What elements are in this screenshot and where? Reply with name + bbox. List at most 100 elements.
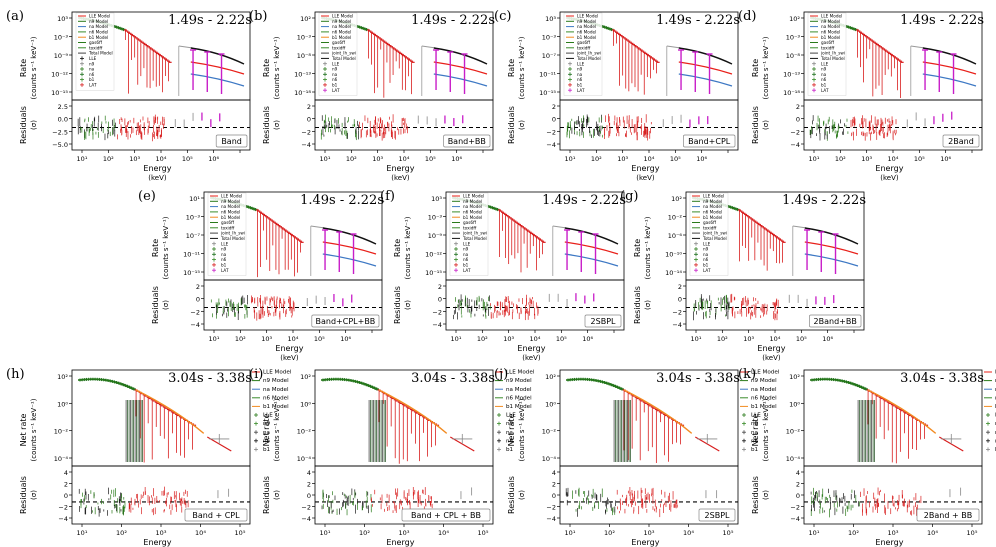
time-interval-label: 1.49s - 2.22s [656,13,740,28]
legend-entry: na Model [463,204,482,209]
x-tick-label: 10⁴ [530,335,541,343]
x-tick-label: 10² [848,529,859,537]
legend-entry: Total Model [88,51,113,56]
x-tick-label: 10⁴ [888,155,899,163]
y-axis-unit: (counts s⁻¹ keV⁻¹) [30,36,38,99]
model-label-box [584,314,622,328]
y-tick-label: 10⁻⁴ [297,455,312,463]
legend-entry: n9 Model [751,378,777,384]
residual-tick-label: −2 [58,504,68,512]
residual-tick-label: 4 [307,469,311,477]
band-component-curve [433,61,488,75]
residual-axis-unit: (σ) [762,120,770,130]
legend-entry: LLE [263,413,273,419]
y-tick-label: 10⁻⁷ [186,232,201,240]
lle-data-point [178,45,193,49]
residual-tick-label: 0.0 [58,116,68,124]
legend-entry: n9 Model [463,199,482,204]
panel-a: (a) 1.49s - 2.22s Rate (counts s⁻¹ keV⁻¹)Re… [6,9,252,182]
legend-entry: b1 [221,263,227,268]
legend-entry: b1 Model [332,35,351,40]
legend-entry: na Model [577,24,596,29]
x-tick-label: 10¹ [77,155,88,163]
x-axis-label: Energy [517,344,545,353]
model-label: Band+CPL [688,137,731,146]
residual-tick-label: −2 [301,504,311,512]
legend-entry: na [506,430,513,436]
panel-d: (d) 1.49s - 2.22s Rate (counts s⁻¹ keV⁻¹)Re… [738,9,984,182]
time-interval-label: 1.49s - 2.22s [300,193,384,208]
legend-entry: n6 [263,438,271,444]
total-model-curve [433,47,488,65]
legend-entry: joint_lh_swi [220,231,245,236]
x-tick-label: 10⁵ [182,155,193,163]
legend-entry: joint_lh_swi [462,231,487,236]
panel-label: (e) [138,189,156,204]
model-label-box [311,314,380,328]
total-model-curve [135,389,205,434]
legend-entry: n6 Model [332,30,351,35]
y-axis-label: Net rate [262,414,271,447]
panel-f: (f) 1.49s - 2.22s Rate (counts s⁻¹ keV⁻¹)Re… [380,189,626,362]
y-axis-unit: (counts s⁻¹ keV⁻¹) [518,398,526,461]
legend-entry: b1 [263,447,271,453]
legend-entry: joint_lh_swi [702,231,727,236]
x-tick-label: 10³ [743,335,754,343]
y-tick-label: 10⁻¹⁵ [539,89,556,97]
x-tick-label: 10⁵ [670,155,681,163]
legend-entry: b1 Model [577,35,596,40]
x-axis-label: Energy [143,164,171,173]
y-axis-label: Rate [751,59,760,77]
legend-entry: LLE Model [821,14,842,19]
x-tick-label: 10² [235,335,246,343]
legend-entry: n6 [703,257,709,262]
lle-data-point [310,225,325,229]
residual-tick-label: −2 [546,504,556,512]
y-axis-label: Rate [393,239,402,257]
legend-entry: joint_lh_swi [820,51,845,56]
legend-entry: LLE Model [751,370,780,376]
legend-entry: n6 [506,438,514,444]
time-interval-label: 1.49s - 2.22s [782,193,866,208]
residual-axis-unit: (σ) [273,490,281,500]
x-axis-label: Energy [143,538,171,547]
legend-entry: toxidff [577,45,590,50]
residual-tick-label: 0 [196,296,200,304]
legend-entry: LAT [821,88,829,93]
residual-tick-label: −4 [58,515,68,523]
legend-entry: toxidff [89,45,102,50]
residual-tick-label: −4 [190,321,200,329]
legend-entry: Total Model [820,56,845,61]
extra-component-curve [804,253,859,267]
residual-tick-label: −4 [301,515,311,523]
y-tick-label: 10⁰ [545,400,556,408]
residual-axis-label: Residuals [262,476,271,514]
y-tick-label: 10² [545,373,556,381]
total-model-curve [678,47,733,65]
lle-data-point [910,45,925,49]
residual-tick-label: −2.5 [52,128,68,136]
y-axis-label: Net rate [507,414,516,447]
y-tick-label: 10⁻² [542,428,557,436]
legend-entry: n9 [577,67,583,72]
lle-data-point [421,45,436,49]
legend-entry: b1 [506,447,514,453]
legend-entry: n6 Model [577,30,596,35]
y-tick-label: 10⁻⁸ [786,52,801,60]
legend-entry: na [577,72,583,77]
residual-tick-label: −5.0 [52,141,68,149]
legend-entry: n6 Model [221,210,240,215]
legend-entry: b1 [703,263,709,268]
legend-entry: n9 [89,61,95,66]
x-tick-label: 10¹ [809,529,820,537]
legend-entry: n9 Model [263,378,289,384]
x-tick-label: 10³ [644,529,655,537]
x-axis-label: Energy [875,164,903,173]
legend-entry: LAT [332,88,340,93]
time-interval-label: 1.49s - 2.22s [168,13,252,28]
x-tick-label: 10² [591,155,602,163]
total-model-curve [190,47,245,65]
